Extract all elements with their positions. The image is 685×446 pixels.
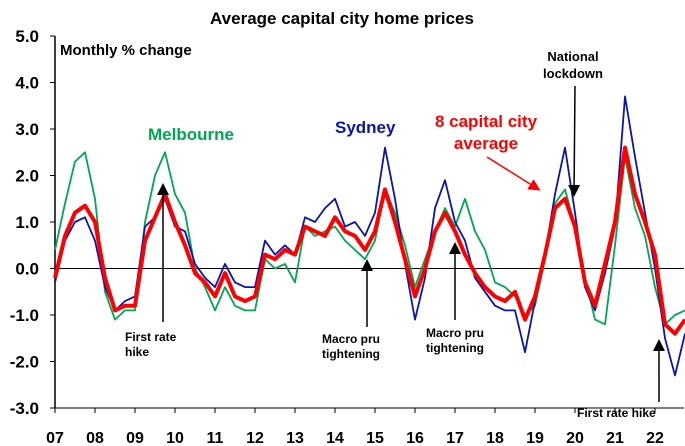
lockdown-arrow — [568, 85, 581, 197]
y-tick-label: 0.0 — [15, 260, 39, 279]
annotation-macro-pru-1: Macro pru — [322, 332, 380, 346]
x-tick-label: 16 — [406, 430, 424, 446]
y-tick-label: 4.0 — [15, 74, 39, 93]
x-tick-label: 11 — [207, 430, 224, 446]
legend-avg-line1: 8 capital city — [435, 112, 538, 131]
x-tick-label: 15 — [366, 430, 384, 446]
legend-sydney: Sydney — [335, 118, 396, 137]
y-tick-label: 3.0 — [15, 120, 39, 139]
x-tick-label: 22 — [646, 430, 664, 446]
legend-melbourne: Melbourne — [148, 125, 234, 144]
x-tick-label: 19 — [526, 430, 544, 446]
y-tick-label: 1.0 — [15, 213, 39, 232]
y-tick-label: -2.0 — [10, 353, 39, 372]
annotation-first-rate-hike-1b: hike — [125, 345, 149, 359]
chart-title: Average capital city home prices — [210, 9, 474, 28]
x-tick-label: 08 — [86, 430, 104, 446]
annotation-first-rate-hike-2: First rate hike — [577, 406, 656, 420]
y-tick-label: -3.0 — [10, 399, 39, 418]
y-tick-label: -1.0 — [10, 306, 39, 325]
x-tick-label: 20 — [566, 430, 584, 446]
x-tick-label: 14 — [326, 430, 344, 446]
annotation-national-lockdown-b: lockdown — [543, 66, 603, 81]
x-tick-label: 17 — [446, 430, 464, 446]
x-tick-label: 10 — [166, 430, 184, 446]
x-tick-label: 13 — [286, 430, 304, 446]
avg-pointer-arrow — [486, 156, 541, 191]
series-line-8-capital-city-average — [53, 145, 685, 336]
y-axis-label: Monthly % change — [60, 42, 192, 59]
x-tick-label: 21 — [606, 430, 624, 446]
annotation-macro-pru-1b: tightening — [322, 347, 380, 361]
y-tick-label: 5.0 — [15, 27, 39, 46]
annotation-macro-pru-2b: tightening — [426, 341, 484, 355]
annotation-macro-pru-2: Macro pru — [426, 326, 484, 340]
x-tick-label: 09 — [126, 430, 144, 446]
annotation-first-rate-hike-1: First rate — [125, 330, 177, 344]
annotation-national-lockdown: National — [547, 49, 598, 64]
x-tick-label: 12 — [246, 430, 264, 446]
legend-avg-line2: average — [454, 134, 518, 153]
y-tick-label: 2.0 — [15, 167, 39, 186]
x-tick-label: 18 — [486, 430, 504, 446]
x-tick-label: 07 — [46, 430, 64, 446]
